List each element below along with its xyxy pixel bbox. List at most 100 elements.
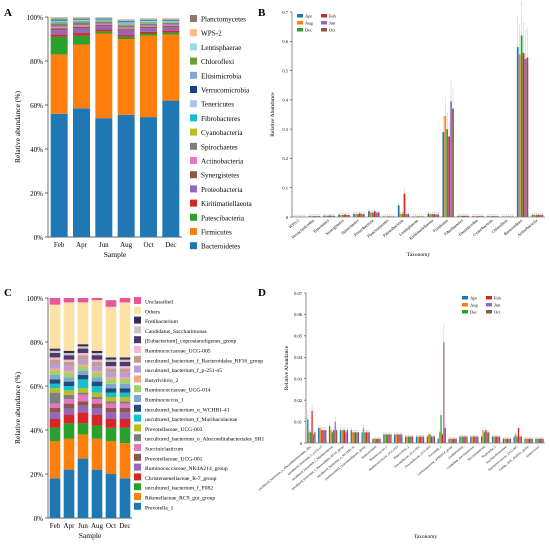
legend-swatch bbox=[134, 414, 141, 422]
bar bbox=[437, 214, 439, 217]
bar bbox=[353, 213, 355, 217]
bar bbox=[322, 430, 324, 443]
bar bbox=[438, 432, 441, 443]
bar bbox=[477, 436, 479, 443]
bar bbox=[517, 428, 520, 443]
legend-swatch bbox=[297, 21, 303, 25]
bar bbox=[405, 214, 408, 217]
legend-swatch bbox=[190, 157, 197, 164]
legend-entry: Patescibacteria bbox=[201, 214, 245, 222]
bar bbox=[401, 434, 403, 443]
bar bbox=[535, 214, 538, 217]
bar bbox=[483, 432, 486, 443]
legend-entry: Christensenellaceae_R-7_group bbox=[145, 476, 217, 482]
bar bbox=[375, 438, 377, 443]
bar-segment bbox=[49, 368, 61, 371]
y-tick-label: 0.06 bbox=[294, 312, 303, 317]
bar-segment bbox=[91, 361, 103, 367]
y-tick-label: 0% bbox=[34, 515, 44, 523]
bar-segment bbox=[105, 368, 117, 373]
x-tick-label: Oct bbox=[106, 522, 116, 530]
bar bbox=[464, 436, 467, 443]
bar bbox=[362, 428, 365, 443]
bar bbox=[509, 216, 512, 217]
bar-segment bbox=[105, 474, 117, 518]
bar bbox=[367, 432, 369, 443]
bar bbox=[420, 216, 423, 217]
legend-swatch bbox=[190, 171, 197, 179]
bar-segment bbox=[49, 392, 61, 404]
bar-segment bbox=[73, 22, 90, 26]
bar bbox=[494, 216, 497, 217]
bar bbox=[509, 438, 512, 443]
bar bbox=[446, 129, 449, 217]
bar-segment bbox=[63, 350, 75, 353]
bar bbox=[386, 434, 388, 443]
bar-segment bbox=[50, 19, 68, 21]
bar bbox=[399, 434, 402, 443]
legend-swatch bbox=[462, 303, 468, 307]
bar bbox=[396, 434, 399, 443]
bar-segment bbox=[105, 306, 117, 358]
bar-segment bbox=[91, 392, 103, 397]
bar bbox=[452, 108, 454, 217]
bar-segment bbox=[49, 427, 61, 441]
bar bbox=[373, 211, 376, 217]
bar bbox=[378, 438, 380, 443]
bar-segment bbox=[162, 22, 180, 25]
bar-segment bbox=[162, 22, 180, 23]
bar bbox=[397, 205, 400, 217]
bar bbox=[435, 214, 438, 217]
bar bbox=[314, 216, 317, 217]
legend-swatch bbox=[134, 473, 141, 481]
bar bbox=[471, 436, 473, 443]
bar-segment bbox=[105, 366, 117, 369]
legend-swatch bbox=[134, 297, 141, 304]
bar bbox=[420, 436, 422, 443]
bar-segment bbox=[73, 28, 90, 34]
bar-segment bbox=[73, 35, 90, 45]
bar bbox=[493, 436, 495, 443]
legend-swatch bbox=[134, 493, 141, 500]
bar bbox=[345, 432, 347, 443]
legend-swatch bbox=[486, 296, 492, 300]
y-tick-label: 0.4 bbox=[282, 98, 288, 103]
legend-entry: uncultured_bacterium_f_p-251-o5 bbox=[145, 367, 222, 374]
bar bbox=[511, 216, 514, 217]
bar-segment bbox=[119, 412, 131, 419]
legend-entry: Kiritimatiellaeota bbox=[201, 200, 253, 208]
bar bbox=[323, 215, 326, 217]
bar bbox=[520, 436, 522, 443]
bar bbox=[392, 216, 395, 217]
bar-segment bbox=[91, 403, 103, 408]
bar-segment bbox=[95, 24, 113, 27]
bar bbox=[498, 436, 501, 443]
bar-segment bbox=[50, 23, 68, 27]
bar bbox=[418, 436, 420, 443]
panel-label-a: A bbox=[4, 7, 12, 19]
legend-swatch bbox=[190, 242, 197, 250]
bar bbox=[398, 434, 400, 443]
bar-segment bbox=[77, 346, 89, 349]
bar bbox=[441, 434, 444, 443]
bar bbox=[472, 216, 474, 217]
bar bbox=[388, 216, 391, 217]
bar-segment bbox=[162, 20, 180, 22]
bar bbox=[404, 436, 407, 443]
bar-segment bbox=[119, 359, 131, 362]
bar bbox=[375, 212, 378, 217]
bar bbox=[308, 432, 310, 443]
bar-segment bbox=[140, 19, 157, 21]
bar bbox=[429, 214, 432, 217]
bar-segment bbox=[95, 23, 113, 25]
bar bbox=[452, 438, 454, 443]
bar bbox=[542, 438, 544, 443]
legend-swatch bbox=[134, 453, 141, 461]
bar-segment bbox=[140, 20, 157, 22]
bar bbox=[312, 216, 315, 217]
chart-a-phylum-stacked: 0% 20% 40% 60% 80% 100% Feb Apr Jun Aug Oct Dec Samp… bbox=[13, 14, 253, 259]
bar-segment bbox=[117, 23, 135, 25]
bar-segment bbox=[105, 419, 117, 428]
bar bbox=[540, 438, 543, 443]
y-tick-label: 100% bbox=[27, 14, 44, 22]
